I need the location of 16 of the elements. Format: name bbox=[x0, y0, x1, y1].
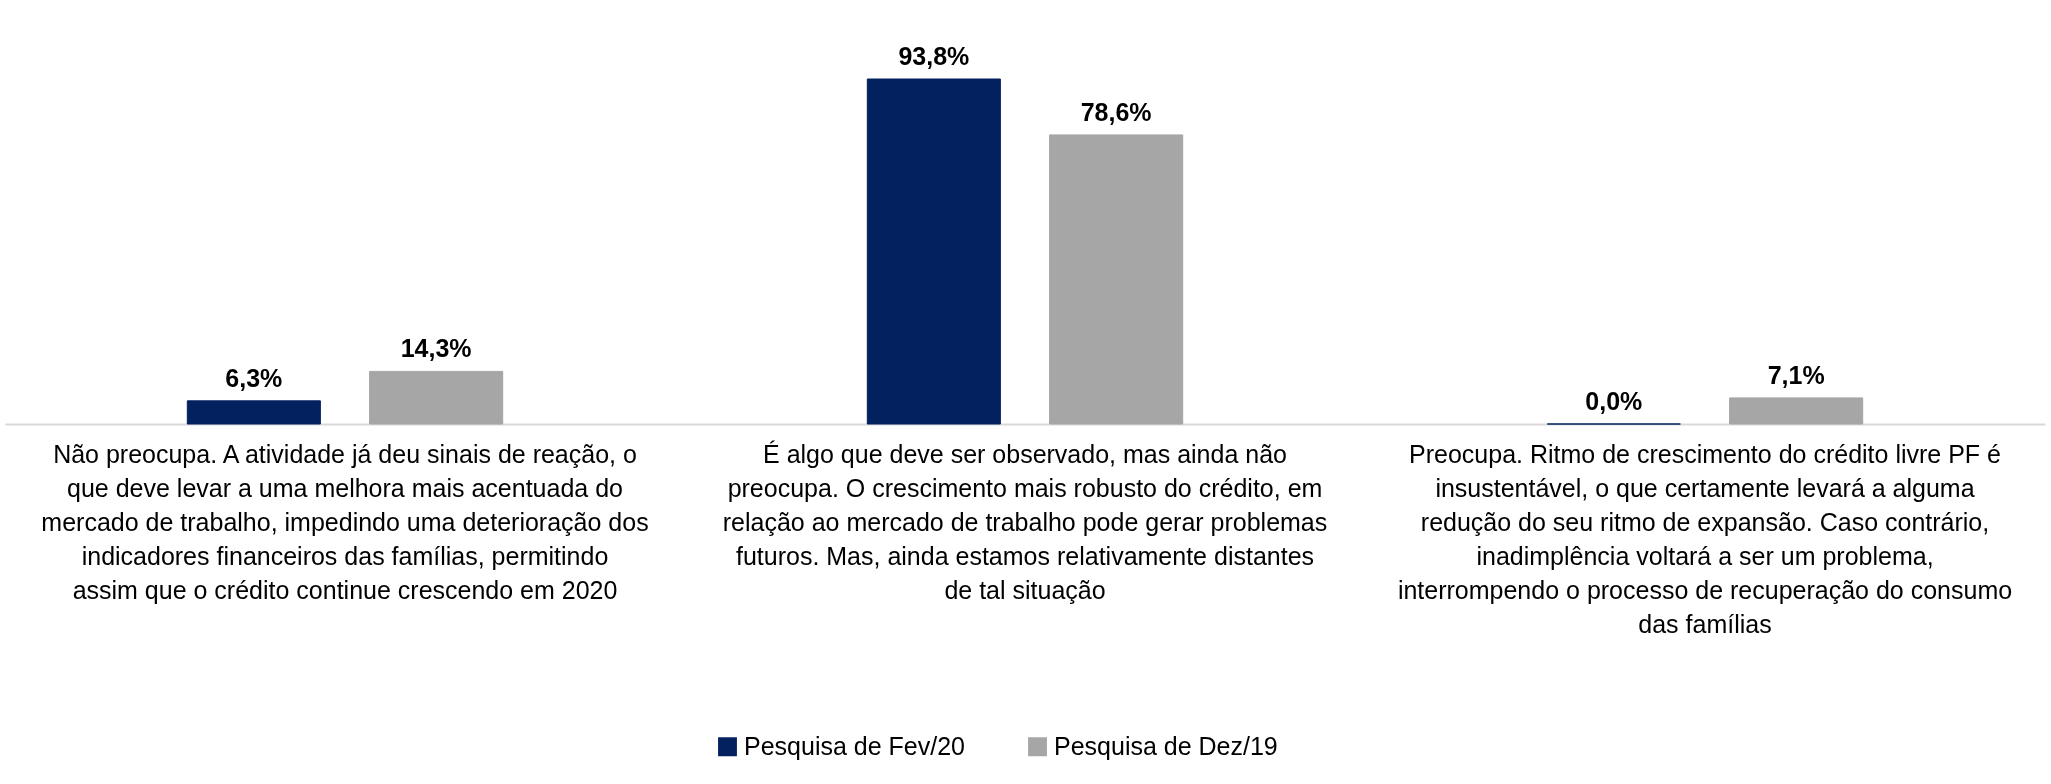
legend-label: Pesquisa de Fev/20 bbox=[744, 731, 965, 760]
x-tick-label: Preocupa. Ritmo de crescimento do crédito livre PF é insustentável, o que certamente levará a alguma redução do seu ritmo de expansão. Caso contrário, inadimplência voltará a ser um problema, interrompendo o processo de recuperação do consumo das famílias bbox=[1397, 439, 2013, 638]
data-label: 93,8% bbox=[898, 42, 970, 70]
bar bbox=[186, 400, 321, 425]
bar bbox=[369, 370, 504, 425]
data-label: 78,6% bbox=[1080, 97, 1152, 126]
legend-label: Pesquisa de Dez/19 bbox=[1054, 731, 1278, 760]
data-label: 0,0% bbox=[1585, 387, 1643, 415]
data-label: 6,3% bbox=[225, 363, 283, 392]
data-label: 14,3% bbox=[400, 334, 472, 363]
bar bbox=[866, 78, 1001, 425]
data-label: 7,1% bbox=[1767, 360, 1825, 389]
x-tick-label: Não preocupa. A atividade já deu sinais de reação, o que deve levar a uma melhora mais acentuada do mercado de trabalho, impedindo uma deterioração dos indicadores financeiros das famílias, permitindo assim que o crédito continue crescendo em 2020 bbox=[41, 439, 649, 604]
bar bbox=[1049, 134, 1184, 425]
bar bbox=[1729, 397, 1864, 425]
x-tick-label: É algo que deve ser observado, mas ainda não preocupa. O crescimento mais robusto do crédito, em relação ao mercado de trabalho pode gerar problemas futuros. Mas, ainda estamos relativamente distantes de tal situação bbox=[722, 439, 1328, 604]
